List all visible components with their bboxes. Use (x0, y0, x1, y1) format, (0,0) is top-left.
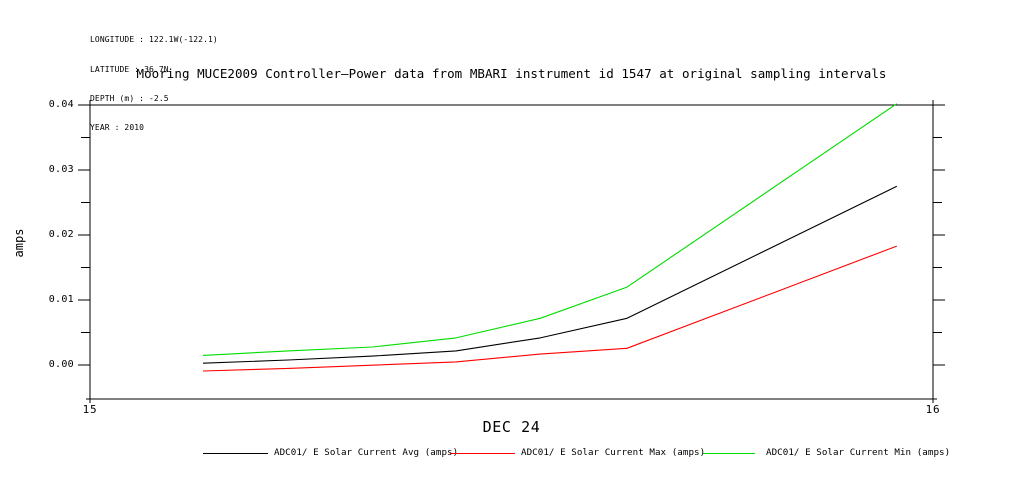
legend-label-min: ADC01/ E Solar Current Min (amps) (766, 447, 951, 458)
series-line-0 (202, 185, 898, 364)
series-line-2 (202, 103, 898, 356)
series-line-1 (202, 245, 897, 372)
legend-label-max: ADC01/ E Solar Current Max (amps) (521, 447, 706, 458)
chart-title: Mooring MUCE2009 Controller–Power data f… (136, 66, 887, 81)
legend-line-min (703, 453, 755, 454)
plot-box (89, 104, 934, 400)
x-tick-label: 16 (925, 403, 941, 416)
metadata-line-longitude: LONGITUDE : 122.1W(-122.1) (90, 35, 218, 45)
y-tick-label: 0.04 (48, 99, 74, 110)
x-axis-date-label: DEC 24 (482, 418, 541, 436)
metadata-line-latitude: LATITUDE : 36.7N (90, 64, 169, 74)
legend-label-avg: ADC01/ E Solar Current Avg (amps) (274, 447, 459, 458)
metadata-line-year: YEAR : 2010 (90, 122, 145, 132)
x-tick-label: 15 (82, 403, 98, 416)
y-tick-label: 0.02 (48, 229, 74, 241)
legend-line-max (450, 453, 515, 454)
y-tick-label: 0.01 (48, 294, 74, 306)
metadata-block: LONGITUDE : 122.1W(-122.1) LATITUDE : 36… (90, 16, 218, 152)
y-tick-label: 0.00 (48, 359, 74, 371)
metadata-line-depth: DEPTH (m) : -2.5 (90, 93, 169, 103)
y-tick-label: 0.03 (48, 164, 74, 176)
legend-line-avg (203, 453, 268, 454)
